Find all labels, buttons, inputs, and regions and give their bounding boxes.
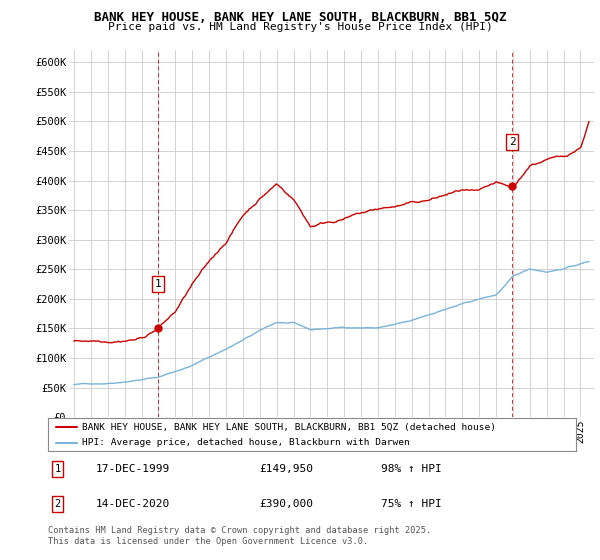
- Text: 1: 1: [154, 279, 161, 289]
- Text: £149,950: £149,950: [259, 464, 313, 474]
- Text: Contains HM Land Registry data © Crown copyright and database right 2025.
This d: Contains HM Land Registry data © Crown c…: [48, 526, 431, 546]
- Text: £390,000: £390,000: [259, 499, 313, 509]
- Text: Price paid vs. HM Land Registry's House Price Index (HPI): Price paid vs. HM Land Registry's House …: [107, 22, 493, 32]
- Text: 75% ↑ HPI: 75% ↑ HPI: [380, 499, 442, 509]
- Text: BANK HEY HOUSE, BANK HEY LANE SOUTH, BLACKBURN, BB1 5QZ: BANK HEY HOUSE, BANK HEY LANE SOUTH, BLA…: [94, 11, 506, 24]
- Text: 98% ↑ HPI: 98% ↑ HPI: [380, 464, 442, 474]
- Text: 14-DEC-2020: 14-DEC-2020: [95, 499, 170, 509]
- Text: HPI: Average price, detached house, Blackburn with Darwen: HPI: Average price, detached house, Blac…: [82, 438, 410, 447]
- Text: 2: 2: [509, 137, 515, 147]
- Text: 2: 2: [55, 499, 61, 509]
- Text: 17-DEC-1999: 17-DEC-1999: [95, 464, 170, 474]
- Text: 1: 1: [55, 464, 61, 474]
- Text: BANK HEY HOUSE, BANK HEY LANE SOUTH, BLACKBURN, BB1 5QZ (detached house): BANK HEY HOUSE, BANK HEY LANE SOUTH, BLA…: [82, 423, 496, 432]
